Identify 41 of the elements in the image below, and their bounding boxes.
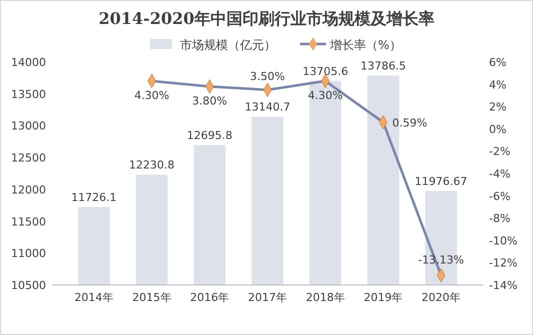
chart-title: 2014-2020年中国印刷行业市场规模及增长率 [98, 9, 434, 28]
y-tick-label: 11000 [11, 247, 46, 260]
x-tick-label: 2019年 [364, 291, 403, 304]
data-label: 11976.67 [414, 174, 468, 188]
data-label: 12230.8 [129, 158, 175, 172]
x-tick-label: 2014年 [74, 291, 114, 304]
y2-tick-label: -12% [489, 256, 518, 270]
y2-tick-label: 4% [489, 78, 506, 92]
y2-tick-label: -8% [489, 212, 510, 226]
y2-tick-label: -4% [489, 168, 510, 180]
data-label: 12695.8 [186, 129, 232, 142]
y-tick-label: 10500 [11, 279, 46, 292]
x-tick-label: 2020年 [422, 291, 461, 304]
y2-tick-label: -14% [489, 279, 518, 292]
legend-label: 市场规模（亿元） [180, 38, 276, 52]
data-label: 0.59% [392, 116, 428, 130]
y2-tick-label: -2% [489, 145, 510, 158]
y2-tick-label: 6% [489, 56, 506, 69]
data-label: 4.30% [134, 88, 170, 102]
y-tick-label: 12500 [11, 152, 46, 165]
data-label: 13705.6 [302, 64, 348, 78]
x-tick-label: 2016年 [190, 291, 230, 304]
y-tick-label: 14000 [11, 56, 46, 69]
legend-label: 增长率（%） [329, 38, 402, 52]
x-tick-label: 2017年 [248, 291, 287, 304]
y2-tick-label: 0% [489, 122, 506, 136]
y2-tick-label: 2% [489, 100, 506, 114]
y2-tick-label: -6% [489, 190, 510, 203]
y-tick-label: 11500 [11, 215, 46, 228]
data-label: 3.50% [250, 70, 285, 83]
data-label: 13786.5 [360, 60, 406, 73]
x-tick-label: 2015年 [132, 291, 172, 304]
data-label: 13140.7 [244, 100, 290, 114]
y-tick-label: 13000 [11, 120, 46, 133]
data-label: 11726.1 [71, 190, 117, 204]
x-tick-label: 2018年 [306, 291, 345, 304]
y-tick-label: 12000 [11, 183, 46, 196]
data-label: 3.80% [192, 94, 228, 108]
y2-tick-label: -10% [489, 234, 518, 248]
y-tick-label: 13500 [11, 88, 46, 101]
data-label: 4.30% [308, 88, 343, 102]
